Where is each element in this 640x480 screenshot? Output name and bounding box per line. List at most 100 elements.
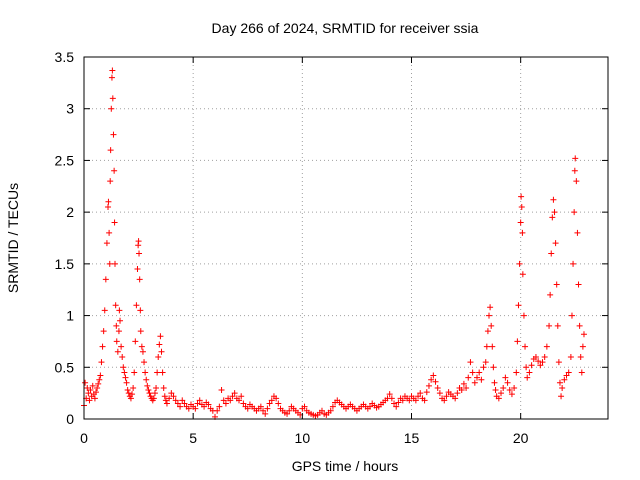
data-point (222, 400, 229, 407)
data-points (81, 67, 587, 420)
data-point (551, 209, 558, 216)
data-point (115, 328, 122, 335)
data-point (133, 302, 140, 309)
data-point (412, 397, 419, 404)
x-tick-label: 15 (404, 430, 420, 446)
data-point (112, 302, 119, 309)
data-point (395, 399, 402, 406)
data-point (257, 403, 264, 410)
data-point (567, 353, 574, 360)
data-point (89, 382, 96, 389)
data-point (192, 405, 199, 412)
data-point (108, 74, 115, 81)
data-point (502, 374, 509, 381)
y-tick-label: 0 (66, 411, 74, 427)
data-point (520, 312, 527, 319)
data-point (220, 397, 227, 404)
data-point (101, 307, 108, 314)
data-point (168, 390, 175, 397)
data-point (105, 203, 112, 210)
data-point (240, 400, 247, 407)
data-point (284, 410, 291, 417)
data-point (160, 384, 167, 391)
data-point (518, 193, 525, 200)
data-point (579, 343, 586, 350)
data-point (580, 331, 587, 338)
data-point (129, 391, 136, 398)
data-point (576, 322, 583, 329)
data-point (488, 322, 495, 329)
data-point (82, 379, 89, 386)
data-point (399, 397, 406, 404)
data-point (139, 348, 146, 355)
data-point (476, 369, 483, 376)
data-point (506, 387, 513, 394)
data-point (108, 105, 115, 112)
data-point (172, 397, 179, 404)
data-point (458, 387, 465, 394)
data-point (113, 322, 120, 329)
data-point (162, 397, 169, 404)
data-point (135, 238, 142, 245)
data-point (120, 364, 127, 371)
data-point (519, 229, 526, 236)
data-point (151, 390, 158, 397)
y-tick-label: 1.5 (55, 256, 75, 272)
data-point (100, 328, 107, 335)
chart-title: Day 266 of 2024, SRMTID for receiver ssi… (212, 20, 479, 36)
data-point (158, 348, 165, 355)
data-point (539, 359, 546, 366)
data-point (107, 147, 114, 154)
data-point (415, 393, 422, 400)
data-point (301, 403, 308, 410)
data-point (514, 338, 521, 345)
x-axis-label: GPS time / hours (292, 458, 399, 474)
data-point (130, 384, 137, 391)
data-point (421, 397, 428, 404)
data-point (110, 131, 117, 138)
data-point (478, 376, 485, 383)
data-point (102, 276, 109, 283)
data-point (109, 95, 116, 102)
data-point (495, 395, 502, 402)
data-point (159, 369, 166, 376)
data-point (119, 353, 126, 360)
data-point (471, 379, 478, 386)
data-point (95, 380, 102, 387)
data-point (550, 196, 557, 203)
data-point (118, 343, 125, 350)
data-point (109, 67, 116, 74)
data-point (205, 401, 212, 408)
data-point (504, 379, 511, 386)
y-tick-label: 3 (66, 101, 74, 117)
data-point (578, 369, 585, 376)
data-point (85, 390, 92, 397)
data-point (174, 400, 181, 407)
data-point (327, 407, 334, 414)
data-point (161, 393, 168, 400)
data-point (156, 341, 163, 348)
data-point (137, 328, 144, 335)
data-point (518, 203, 525, 210)
data-point (91, 395, 98, 402)
data-point (535, 358, 542, 365)
data-point (559, 384, 566, 391)
data-point (94, 384, 101, 391)
data-point (99, 343, 106, 350)
data-point (491, 379, 498, 386)
data-point (116, 307, 123, 314)
data-point (463, 384, 470, 391)
data-point (138, 343, 145, 350)
data-point (428, 376, 435, 383)
data-point (480, 364, 487, 371)
data-point (430, 372, 437, 379)
data-point (136, 276, 143, 283)
data-point (571, 209, 578, 216)
data-point (214, 407, 221, 414)
data-point (388, 395, 395, 402)
data-point (166, 395, 173, 402)
data-point (565, 369, 572, 376)
data-point (329, 403, 336, 410)
data-point (244, 405, 251, 412)
